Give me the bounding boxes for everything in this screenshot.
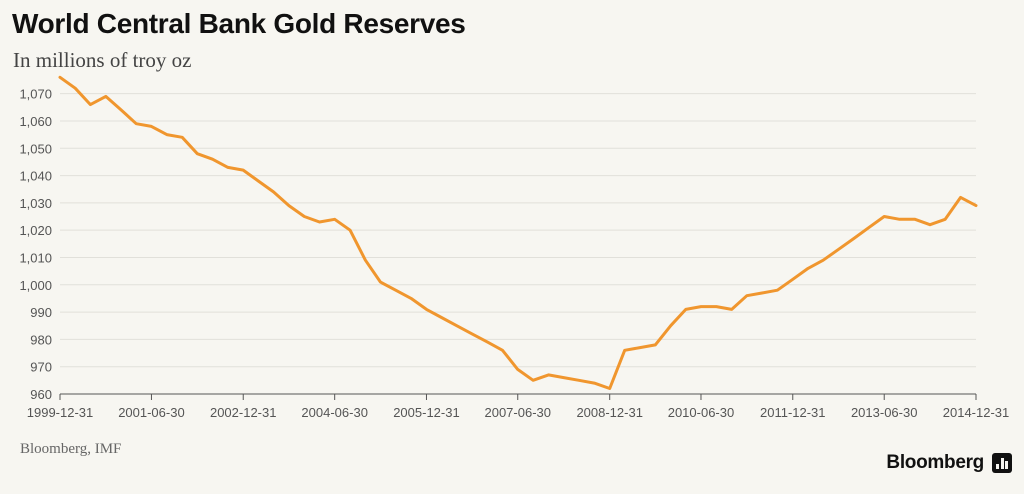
y-tick-label: 1,060 (19, 114, 52, 129)
y-tick-label: 1,020 (19, 223, 52, 238)
x-tick-label: 2004-06-30 (301, 405, 368, 420)
y-tick-label: 960 (30, 387, 52, 402)
brand-name: Bloomberg (886, 452, 984, 473)
bloomberg-logo-icon (992, 453, 1012, 473)
x-tick-label: 2007-06-30 (484, 405, 551, 420)
x-tick-label: 2014-12-31 (943, 405, 1010, 420)
source-note: Bloomberg, IMF (20, 441, 122, 457)
x-tick-label: 2005-12-31 (393, 405, 460, 420)
x-tick-label: 2008-12-31 (576, 405, 643, 420)
y-tick-label: 990 (30, 305, 52, 320)
brand-logo: Bloomberg (886, 452, 1012, 474)
y-tick-label: 1,000 (19, 278, 52, 293)
y-tick-label: 980 (30, 332, 52, 347)
x-tick-label: 2001-06-30 (118, 405, 185, 420)
chart-subtitle: In millions of troy oz (13, 48, 192, 72)
x-tick-label: 2013-06-30 (851, 405, 918, 420)
x-tick-label: 1999-12-31 (27, 405, 94, 420)
y-axis-ticks: 960 970 980 990 1,000 1,010 1,020 1,030 1,040 1,0… (19, 87, 52, 402)
y-tick-label: 1,030 (19, 196, 52, 211)
x-tick-label: 2010-06-30 (668, 405, 735, 420)
line-chart: 960 970 980 990 1,000 1,010 1,020 1,030 1,040 1,0… (19, 75, 1010, 420)
x-tick-label: 2011-12-31 (760, 405, 826, 420)
y-tick-label: 1,050 (19, 141, 52, 156)
y-tick-label: 1,040 (19, 169, 52, 184)
grid-lines (60, 93, 976, 368)
y-tick-label: 970 (30, 360, 52, 375)
x-tick-label: 2002-12-31 (210, 405, 277, 420)
x-axis-ticks: 1999-12-31 2001-06-30 2002-12-31 2004-06-30… (27, 394, 1010, 420)
y-tick-label: 1,010 (19, 250, 52, 265)
y-tick-label: 1,070 (19, 87, 52, 102)
chart-title: World Central Bank Gold Reserves (12, 8, 466, 39)
series-line (58, 75, 978, 390)
